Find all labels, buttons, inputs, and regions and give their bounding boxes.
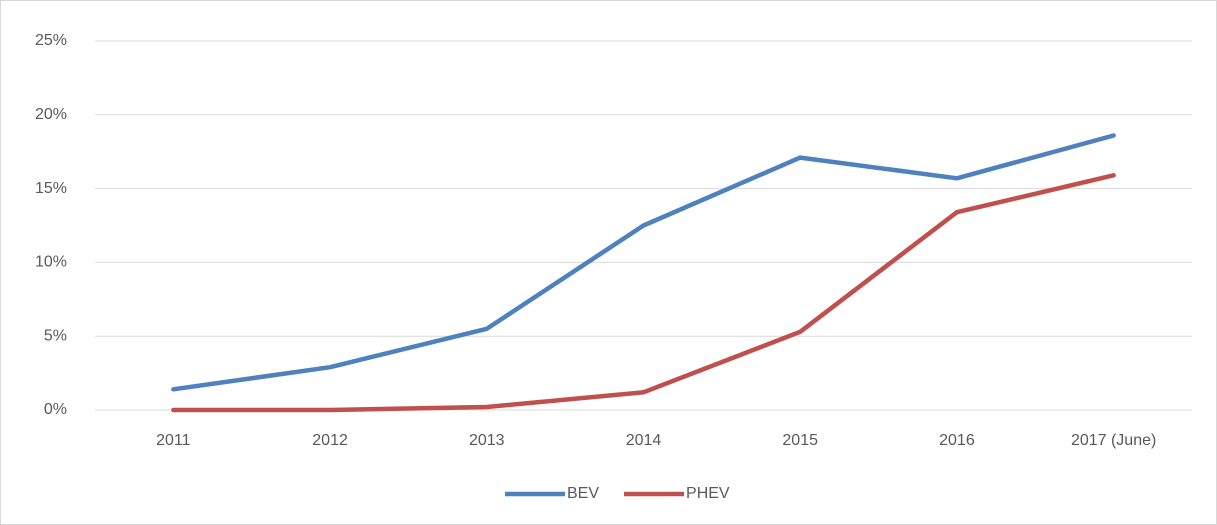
series-line [171, 133, 1116, 392]
y-tick-label: 25% [35, 32, 67, 49]
legend-label: BEV [567, 485, 599, 502]
x-tick-label: 2017 (June) [1071, 432, 1156, 449]
x-tick-label: 2013 [469, 432, 505, 449]
series-line [171, 173, 1116, 413]
y-tick-label: 0% [44, 401, 67, 418]
x-tick-label: 2016 [939, 432, 975, 449]
y-tick-label: 10% [35, 254, 67, 271]
x-tick-label: 2015 [782, 432, 818, 449]
x-tick-label: 2011 [156, 432, 191, 449]
legend-label: PHEV [686, 485, 730, 502]
y-tick-label: 5% [44, 327, 67, 344]
x-tick-label: 2014 [626, 432, 662, 449]
y-tick-label: 15% [35, 180, 67, 197]
x-tick-label: 2012 [312, 432, 348, 449]
y-tick-label: 20% [35, 106, 67, 123]
